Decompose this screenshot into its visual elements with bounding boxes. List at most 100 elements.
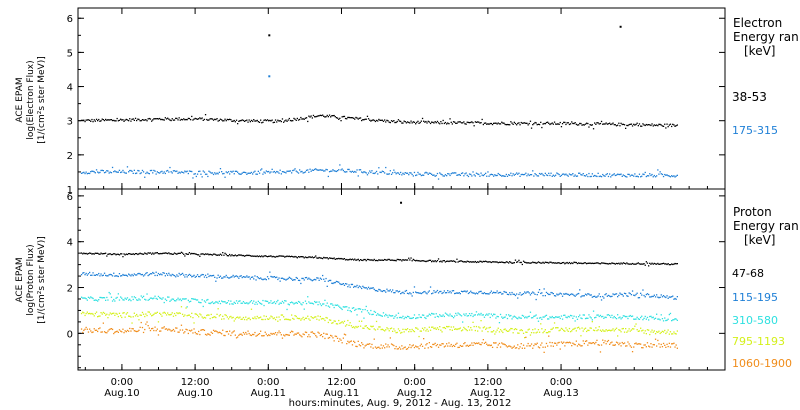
proton-point — [499, 313, 502, 316]
electron-point — [249, 172, 251, 174]
proton-point — [169, 329, 171, 331]
electron-point — [148, 117, 150, 120]
proton-point — [116, 313, 118, 315]
proton-point — [615, 293, 618, 295]
proton-point — [403, 346, 405, 349]
proton-point — [483, 342, 486, 344]
electron-point — [504, 175, 506, 177]
proton-point — [397, 312, 400, 314]
proton-point — [463, 313, 465, 315]
electron-point — [347, 116, 349, 119]
proton-point — [283, 278, 285, 280]
proton-point — [149, 313, 152, 315]
electron-point — [349, 117, 351, 119]
proton-point — [170, 299, 172, 301]
proton-point — [223, 318, 225, 320]
proton-point — [268, 255, 270, 257]
proton-point — [286, 334, 288, 336]
electron-point — [424, 172, 426, 174]
electron-point — [108, 119, 110, 121]
x-tick-date-label: Aug.13 — [543, 388, 578, 399]
electron-point — [483, 122, 486, 124]
proton-point — [374, 289, 377, 292]
proton-point — [584, 340, 587, 342]
proton-point — [387, 290, 389, 292]
proton-point — [483, 316, 486, 318]
proton-point — [590, 294, 592, 296]
electron-point — [479, 175, 481, 177]
electron-point — [375, 170, 378, 173]
proton-point — [171, 298, 173, 300]
proton-point — [485, 260, 487, 262]
proton-point — [110, 274, 113, 276]
proton-point — [226, 302, 228, 304]
proton-point — [180, 273, 183, 275]
electron-point — [433, 122, 435, 124]
proton-point — [181, 298, 184, 300]
proton-point — [165, 252, 168, 254]
proton-series-3 — [80, 291, 678, 324]
proton-point — [433, 327, 435, 330]
proton-point — [488, 313, 490, 315]
proton-point — [149, 297, 152, 299]
proton-point — [247, 330, 249, 332]
proton-legend-series-3: 310-580 — [732, 314, 778, 327]
electron-point — [208, 119, 210, 121]
proton-point — [274, 302, 277, 305]
proton-point — [375, 290, 378, 292]
electron-point — [281, 171, 284, 173]
proton-point — [638, 263, 641, 265]
proton-point — [122, 273, 124, 276]
electron-point — [357, 175, 359, 177]
proton-point — [106, 313, 108, 315]
proton-point — [240, 254, 242, 256]
proton-point — [454, 292, 456, 295]
proton-point — [571, 315, 573, 317]
electron-point — [327, 116, 329, 118]
proton-point — [224, 276, 226, 278]
proton-point — [472, 261, 474, 263]
proton-point — [304, 256, 307, 258]
electron-point — [117, 120, 119, 122]
electron-point — [198, 118, 200, 120]
electron-point — [594, 174, 596, 177]
proton-point — [511, 291, 513, 294]
electron-point — [534, 173, 536, 175]
proton-point — [403, 331, 405, 333]
proton-point — [550, 328, 552, 331]
proton-point — [519, 292, 521, 294]
proton-point — [219, 302, 222, 305]
proton-point — [280, 302, 282, 304]
x-tick-date-label: Aug.11 — [251, 388, 286, 399]
proton-point — [626, 345, 628, 347]
proton-point — [504, 262, 506, 264]
proton-point — [502, 331, 504, 334]
proton-point — [410, 293, 412, 295]
proton-point — [185, 274, 187, 276]
proton-point — [466, 290, 468, 292]
proton-point — [487, 344, 489, 347]
proton-point — [550, 317, 552, 319]
electron-point — [102, 119, 104, 121]
proton-point — [366, 288, 369, 290]
proton-point — [512, 346, 514, 348]
electron-point — [261, 122, 263, 124]
electron-point — [499, 123, 502, 125]
electron-point — [310, 115, 312, 117]
proton-point — [415, 317, 417, 320]
proton-point — [527, 342, 529, 345]
proton-point — [666, 295, 668, 297]
electron-point — [130, 169, 132, 172]
proton-point — [496, 315, 498, 318]
proton-legend-series-5: 1060-1900 — [732, 357, 792, 370]
electron-point — [571, 174, 573, 176]
electron-point — [527, 173, 529, 175]
proton-point — [372, 313, 374, 315]
proton-point — [560, 262, 563, 264]
electron-point — [238, 120, 240, 122]
proton-point — [291, 314, 293, 316]
proton-point — [623, 331, 626, 333]
proton-point — [444, 345, 447, 347]
electron-point — [573, 122, 575, 125]
electron-point — [156, 118, 158, 120]
